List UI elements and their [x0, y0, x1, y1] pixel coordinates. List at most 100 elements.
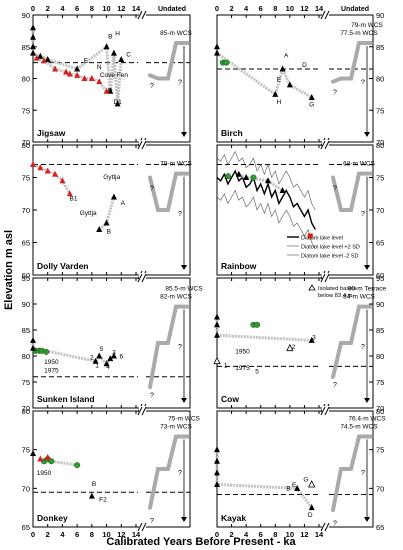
point-label: 5 — [255, 369, 259, 376]
axis-break-mark — [320, 273, 326, 283]
point-label: N — [97, 64, 102, 71]
data-point-triangle — [308, 504, 315, 511]
wcs-step-trace — [331, 171, 373, 212]
point-label: E — [292, 482, 297, 489]
point-label: Cove Fen — [100, 72, 129, 79]
data-point-triangle — [103, 219, 110, 226]
y-tick-label: 75 — [22, 446, 30, 455]
data-point-triangle — [96, 78, 103, 85]
trend-band — [238, 172, 284, 192]
point-label: A — [121, 200, 126, 207]
x-tick-label-bottom: 4 — [244, 530, 249, 539]
data-point-open-triangle — [213, 356, 221, 365]
y-tick-label: 90 — [376, 11, 384, 20]
point-label: B — [286, 486, 290, 493]
x-tick-label-bottom: 12 — [117, 530, 125, 539]
point-label: B — [92, 481, 96, 488]
point-label: E — [277, 77, 282, 84]
y-tick-label: 95 — [22, 274, 30, 283]
y-tick-label: 75 — [376, 446, 384, 455]
y-tick-label: 65 — [376, 239, 384, 248]
y-tick-label: 85 — [22, 43, 30, 52]
x-tick-label-top: 4 — [244, 4, 249, 13]
x-tick-label-bottom: 14 — [132, 530, 141, 539]
point-label: 5 — [100, 346, 104, 353]
axis-break-mask — [322, 10, 329, 20]
y-tick-label: 70 — [22, 404, 30, 413]
data-point-triangle — [92, 357, 99, 364]
data-point-triangle — [214, 49, 220, 56]
data-point-triangle — [44, 55, 51, 62]
x-tick-label-bottom: 8 — [90, 530, 94, 539]
y-tick-label: 80 — [376, 352, 384, 361]
y-tick-label: 75 — [376, 378, 384, 387]
y-tick-label: 65 — [22, 523, 30, 532]
data-point-circle — [223, 59, 230, 66]
uncertainty-mark: ? — [150, 186, 154, 193]
y-tick-label: 85 — [376, 43, 384, 52]
data-point-triangle — [214, 480, 220, 487]
point-label: F2 — [99, 496, 107, 503]
point-label: D — [108, 87, 113, 94]
x-tick-label-bottom: 8 — [273, 530, 277, 539]
y-tick-label: 70 — [376, 138, 384, 147]
point-label: 1950 — [37, 470, 52, 477]
data-point-triangle — [37, 164, 44, 171]
data-point-triangle — [265, 177, 271, 184]
wcs-step-trace — [331, 434, 373, 512]
wcs-label: 68-m WCS — [343, 161, 375, 168]
data-point-triangle — [214, 43, 220, 50]
data-point-triangle — [37, 455, 44, 462]
data-point-triangle — [103, 360, 110, 367]
data-point-triangle — [33, 54, 40, 61]
uncertainty-mark: ? — [333, 382, 337, 389]
x-tick-label-bottom: 0 — [215, 530, 219, 539]
point-label: 2 — [90, 355, 94, 362]
data-point-triangle — [30, 344, 36, 351]
panel-frame — [216, 277, 374, 409]
y-tick-label: 80 — [376, 141, 384, 150]
data-point-triangle — [52, 65, 59, 72]
x-tick-label-top: 8 — [273, 4, 277, 13]
data-point-triangle — [30, 336, 36, 343]
data-point-triangle — [214, 469, 220, 476]
data-point-circle — [74, 462, 81, 469]
x-tick-label-bottom: 12 — [300, 530, 308, 539]
legend-text: Isolated basins — [318, 286, 357, 292]
point-label: 3 — [112, 349, 116, 356]
y-tick-label: 90 — [22, 300, 30, 309]
wcs-arrowhead — [364, 398, 370, 403]
data-point-triangle — [81, 75, 88, 81]
wcs-label: 85-m WCS — [160, 30, 192, 37]
y-tick-label: 65 — [376, 523, 384, 532]
uncertainty-mark: ? — [361, 211, 365, 218]
data-point-triangle — [279, 187, 286, 193]
data-point-triangle — [30, 24, 36, 31]
data-point-triangle — [107, 355, 114, 362]
data-point-triangle — [30, 43, 36, 50]
wcs-arrowhead — [364, 265, 370, 270]
data-point-triangle — [110, 193, 117, 200]
y-tick-label: 90 — [22, 11, 30, 20]
y-tick-label: 90 — [376, 300, 384, 309]
data-point-triangle — [74, 71, 81, 78]
wcs-step-trace — [148, 40, 190, 81]
point-label: A — [284, 53, 289, 60]
x-tick-label-top: 6 — [75, 4, 79, 13]
point-label: 4 — [106, 364, 110, 371]
legend-marker — [308, 284, 316, 291]
x-tick-label-bottom: 2 — [229, 530, 233, 539]
x-tick-label-top: 14 — [132, 4, 141, 13]
panel-title: Kayak — [221, 513, 246, 523]
x-tick-label-bottom: 10 — [102, 530, 110, 539]
wcs-step-trace — [148, 171, 190, 212]
axis-break-mask — [139, 10, 146, 20]
data-point-circle — [250, 174, 257, 181]
data-point-open-triangle — [286, 343, 294, 352]
uncertainty-mark: ? — [333, 520, 337, 527]
uncertainty-mark: ? — [361, 344, 365, 351]
panel-title: Dolly Varden — [37, 261, 89, 271]
axis-break-mark — [141, 522, 147, 532]
